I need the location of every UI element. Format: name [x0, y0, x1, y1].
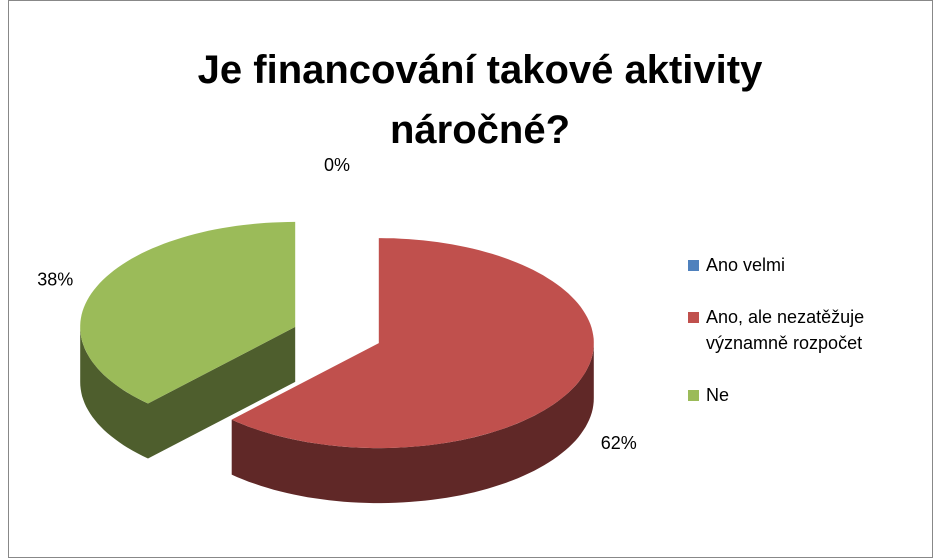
- data-label: 62%: [601, 433, 637, 453]
- legend-label: Ano velmi: [706, 255, 786, 275]
- chart-title: Je financování takové aktivity náročné?: [197, 48, 763, 152]
- data-label: 0%: [324, 155, 350, 175]
- legend-label: Ne: [706, 385, 730, 405]
- legend-item: Ne: [688, 382, 928, 408]
- slice-wall: [231, 343, 594, 504]
- legend-swatch: [688, 390, 699, 401]
- legend-swatch: [688, 260, 699, 271]
- legend-swatch: [688, 312, 699, 323]
- slice: [231, 238, 594, 449]
- legend-item: Ano, ale nezatěžuje významně rozpočet: [688, 304, 928, 356]
- data-label: 38%: [37, 269, 73, 289]
- slice: [80, 221, 296, 404]
- legend-label: Ano, ale nezatěžuje významně rozpočet: [706, 307, 865, 353]
- legend: Ano velmi Ano, ale nezatěžuje významně ro…: [688, 252, 928, 434]
- legend-item: Ano velmi: [688, 252, 928, 278]
- slice-wall: [80, 326, 148, 459]
- slice-side: [148, 326, 296, 459]
